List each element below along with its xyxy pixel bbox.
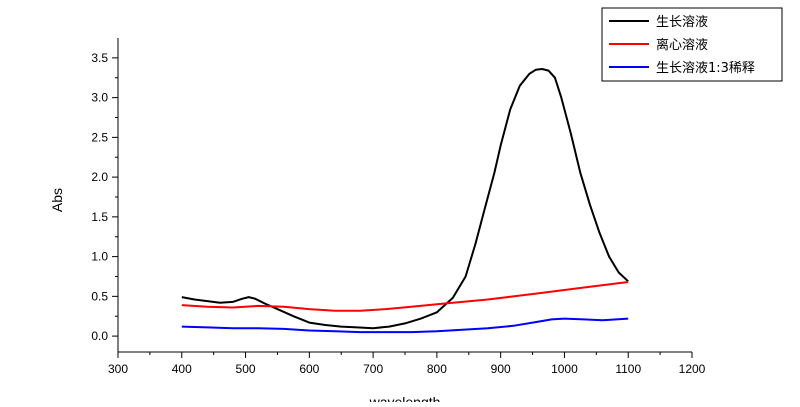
y-ticks: 0.0 0.5 1.0 1.5 2.0 2.5 3.0 3.5 (91, 51, 118, 343)
legend-label-2: 离心溶液 (656, 37, 708, 53)
x-tick-label: 500 (236, 362, 256, 376)
y-tick-label: 3.5 (91, 51, 108, 65)
x-tick-label: 1200 (679, 362, 706, 376)
y-tick-label: 1.0 (91, 250, 108, 264)
y-axis-label: Abs (49, 188, 65, 212)
x-ticks: 300 400 500 600 700 800 900 1000 1100 1200 (108, 352, 706, 376)
y-tick-label: 2.5 (91, 130, 108, 144)
series-line-3 (181, 317, 629, 334)
y-tick-label: 2.0 (91, 170, 108, 184)
x-tick-label: 600 (299, 362, 319, 376)
series-line-1 (181, 68, 629, 330)
series-layer (181, 68, 629, 334)
x-tick-label: 1000 (551, 362, 578, 376)
x-axis-label: wavelength (369, 394, 441, 402)
series-line-2 (181, 281, 629, 312)
axes (117, 38, 692, 353)
y-tick-label: 0.0 (91, 329, 108, 343)
y-tick-label: 0.5 (91, 289, 108, 303)
y-tick-label: 3.0 (91, 91, 108, 105)
x-tick-label: 1100 (615, 362, 641, 376)
x-tick-label: 300 (108, 362, 128, 376)
x-tick-label: 700 (363, 362, 383, 376)
x-tick-label: 400 (172, 362, 192, 376)
x-tick-label: 800 (427, 362, 447, 376)
x-tick-label: 900 (491, 362, 511, 376)
legend-label-3: 生长溶液1:3稀释 (656, 61, 755, 76)
legend-label-1: 生长溶液 (656, 15, 708, 30)
y-tick-label: 1.5 (91, 210, 108, 224)
